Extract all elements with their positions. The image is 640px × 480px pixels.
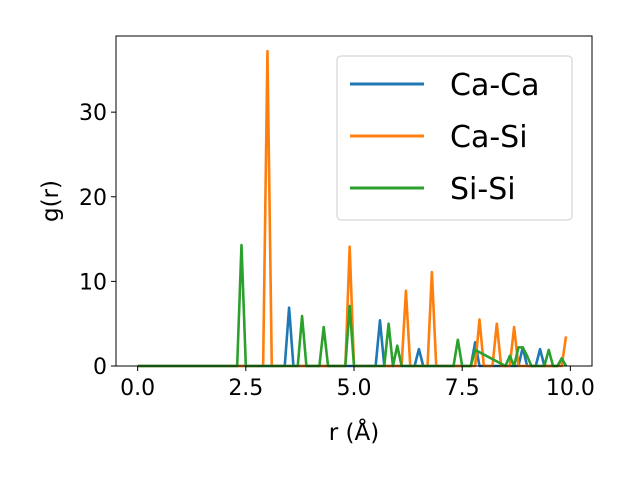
- x-axis-label: r (Å): [329, 418, 379, 446]
- x-tick-label: 5.0: [337, 376, 372, 401]
- y-tick-label: 10: [79, 270, 107, 295]
- legend-box: [336, 55, 573, 221]
- legend-label-ca-ca: Ca-Ca: [450, 68, 540, 103]
- y-tick-label: 0: [93, 355, 107, 380]
- x-tick-label: 2.5: [228, 376, 263, 401]
- legend-label-si-si: Si-Si: [450, 172, 516, 207]
- legend-label-ca-si: Ca-Si: [450, 120, 528, 155]
- legend: Ca-Ca Ca-Si Si-Si: [336, 55, 573, 221]
- x-axis-ticks: 0.0 2.5 5.0 7.5 10.0: [120, 366, 595, 401]
- y-tick-label: 20: [79, 186, 107, 211]
- y-axis-ticks: 0 10 20 30: [79, 101, 116, 380]
- y-axis-label: g(r): [38, 180, 64, 222]
- x-tick-label: 7.5: [445, 376, 480, 401]
- y-tick-label: 30: [79, 101, 107, 126]
- x-tick-label: 10.0: [546, 376, 595, 401]
- x-tick-label: 0.0: [120, 376, 155, 401]
